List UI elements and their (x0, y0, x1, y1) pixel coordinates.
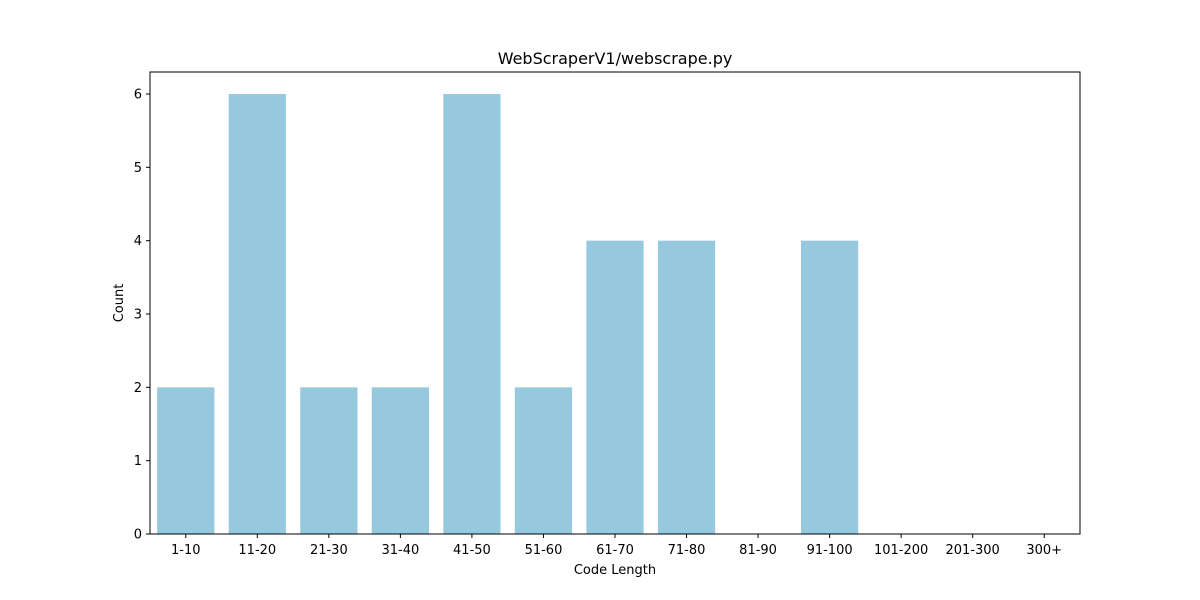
x-tick-label: 101-200 (874, 543, 928, 558)
x-tick-label: 31-40 (381, 543, 419, 558)
chart-title: WebScraperV1/webscrape.py (498, 49, 733, 68)
x-tick-label: 91-100 (807, 543, 853, 558)
y-axis-ticks: 0 1 2 3 4 5 6 (134, 88, 150, 543)
bar-1-10 (157, 387, 215, 534)
bar-21-30 (300, 387, 358, 534)
y-tick-label: 0 (134, 528, 142, 543)
y-tick-label: 4 (134, 234, 142, 249)
x-tick-label: 11-20 (238, 543, 276, 558)
x-tick-label: 300+ (1026, 543, 1062, 558)
y-tick-label: 3 (134, 308, 142, 323)
x-tick-label: 1-10 (171, 543, 201, 558)
x-tick-label: 81-90 (739, 543, 777, 558)
y-tick-label: 6 (134, 88, 142, 103)
bars-group (157, 94, 859, 534)
y-axis-label: Count (112, 284, 127, 323)
bar-11-20 (228, 94, 286, 534)
y-tick-label: 5 (134, 161, 142, 176)
bar-31-40 (371, 387, 429, 534)
x-axis-label: Code Length (574, 563, 656, 578)
x-tick-label: 51-60 (525, 543, 563, 558)
bar-41-50 (443, 94, 501, 534)
x-tick-label: 71-80 (668, 543, 706, 558)
y-tick-label: 2 (134, 381, 142, 396)
x-tick-label: 21-30 (310, 543, 348, 558)
bar-71-80 (657, 240, 716, 534)
x-tick-label: 201-300 (946, 543, 1000, 558)
bar-51-60 (514, 387, 573, 534)
bar-61-70 (586, 240, 644, 534)
bar-91-100 (801, 240, 859, 534)
y-tick-label: 1 (134, 454, 142, 469)
x-tick-label: 61-70 (596, 543, 634, 558)
x-tick-label: 41-50 (453, 543, 491, 558)
x-axis-ticks: 1-10 11-20 21-30 31-40 41-50 51-60 61-70 71-80 8… (171, 534, 1062, 558)
